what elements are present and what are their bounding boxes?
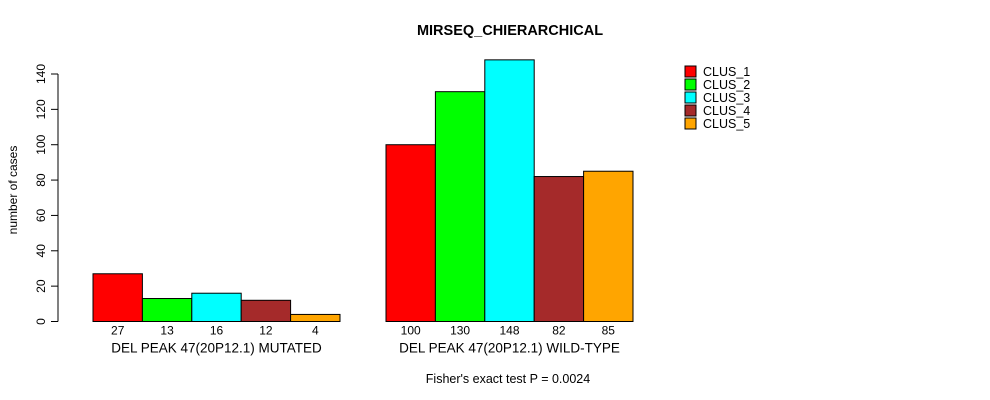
group-label-wild-type: DEL PEAK 47(20P12.1) WILD-TYPE xyxy=(399,341,620,356)
y-axis-tick-label: 40 xyxy=(34,244,48,258)
legend-label-clus_4: CLUS_4 xyxy=(703,104,750,118)
bar-clus_1-mutated xyxy=(92,273,143,322)
bar-value-label: 130 xyxy=(450,324,470,338)
bar-clus_3-mutated xyxy=(191,292,242,323)
bar-clus_3-wild-type xyxy=(484,59,535,322)
y-axis-tick-label: 80 xyxy=(34,173,48,187)
legend-swatch-clus_2 xyxy=(684,78,697,91)
bar-clus_4-wild-type xyxy=(533,176,585,322)
bar-clus_4-mutated xyxy=(240,299,292,322)
bar-value-label: 100 xyxy=(401,324,421,338)
bar-value-label: 27 xyxy=(111,324,125,338)
legend-swatch-clus_3 xyxy=(684,91,697,104)
fisher-test-annotation: Fisher's exact test P = 0.0024 xyxy=(426,372,590,386)
bar-value-label: 12 xyxy=(259,324,273,338)
legend-label-clus_2: CLUS_2 xyxy=(703,78,750,92)
y-axis-tick-label: 60 xyxy=(34,208,48,222)
bar-value-label: 13 xyxy=(160,324,174,338)
group-label-mutated: DEL PEAK 47(20P12.1) MUTATED xyxy=(111,341,322,356)
bar-value-label: 148 xyxy=(499,324,519,338)
plot-area: 0 20 40 60 80 100 120 140 27 13 16 12 4 DEL PEAK 47(2… xyxy=(34,59,750,356)
bar-clus_2-mutated xyxy=(141,298,193,322)
legend-swatch-clus_5 xyxy=(684,117,697,130)
legend-swatch-clus_4 xyxy=(684,104,697,117)
legend-label-clus_5: CLUS_5 xyxy=(703,117,750,131)
y-axis-tick-label: 140 xyxy=(34,64,48,84)
y-axis-tick-label: 20 xyxy=(34,279,48,293)
bar-clus_1-wild-type xyxy=(385,144,436,322)
legend-swatch-clus_1 xyxy=(684,65,697,78)
bar-value-label: 85 xyxy=(602,324,616,338)
legend-label-clus_1: CLUS_1 xyxy=(703,65,750,79)
chart-title: MIRSEQ_CHIERARCHICAL xyxy=(417,23,603,39)
bar-clus_5-mutated xyxy=(290,313,341,322)
y-axis-label: number of cases xyxy=(6,146,20,235)
y-axis-tick-label: 0 xyxy=(34,318,48,325)
bar-value-label: 16 xyxy=(210,324,224,338)
y-axis-tick-label: 100 xyxy=(34,134,48,154)
bar-value-label: 4 xyxy=(312,324,319,338)
bar-clus_5-wild-type xyxy=(583,170,634,322)
legend-label-clus_3: CLUS_3 xyxy=(703,91,750,105)
bar-value-label: 82 xyxy=(552,324,566,338)
y-axis-tick-label: 120 xyxy=(34,99,48,119)
bar-clus_2-wild-type xyxy=(434,91,486,322)
